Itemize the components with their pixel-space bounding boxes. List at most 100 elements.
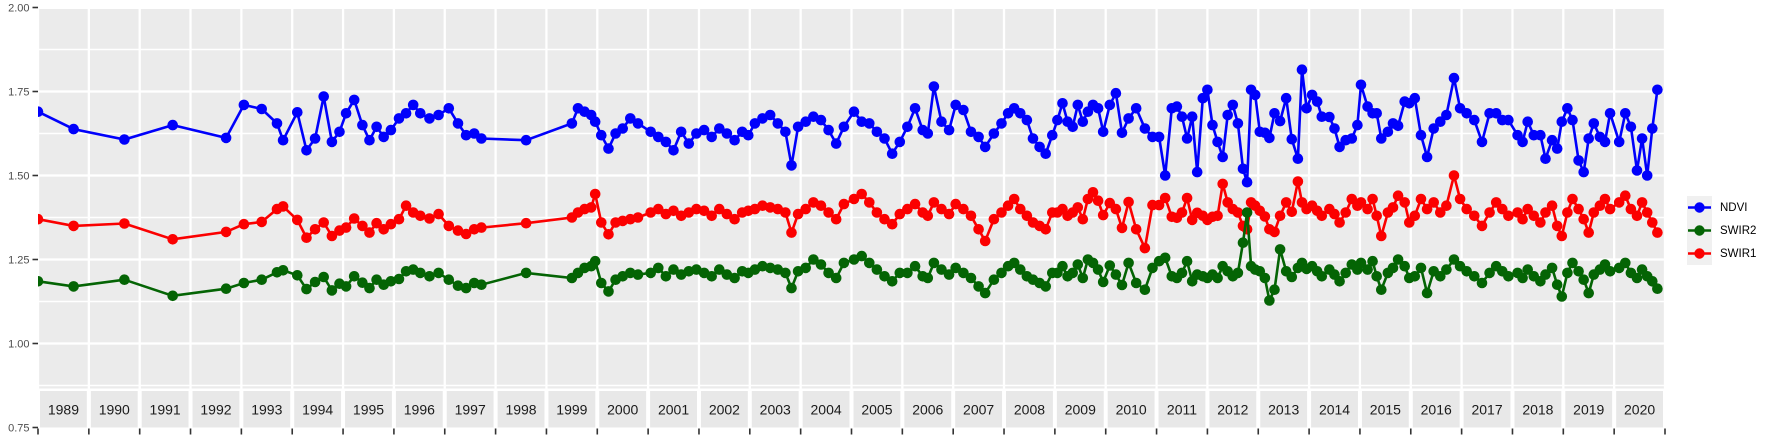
data-point-swir2 [119,274,130,286]
data-point-ndvi [1034,141,1045,153]
data-point-swir2 [385,276,397,287]
data-point-ndvi [1139,123,1151,134]
data-point-ndvi [1264,132,1275,144]
data-point-swir2 [256,274,268,286]
data-point-swir1 [936,203,947,215]
data-point-swir2 [1503,271,1514,282]
data-point-ndvi [1631,165,1643,176]
data-point-swir2 [1104,260,1116,271]
data-point-swir2 [1371,271,1382,282]
x-strip-box-1999 [548,391,596,428]
data-point-swir1 [815,200,827,211]
data-point-ndvi [979,141,991,153]
data-point-ndvi [415,108,426,119]
data-point-swir1 [1556,230,1568,242]
data-point-ndvi [1052,114,1063,126]
data-point-swir1 [1021,210,1033,222]
data-point-swir2 [653,262,664,274]
y-tick-label-0.75: 0.75 [8,423,29,435]
legend-entry-ndvi: NDVI [1687,196,1756,219]
data-point-swir1 [1573,203,1584,215]
data-point-swir2 [1556,291,1568,302]
data-point-swir1 [1362,203,1373,215]
data-point-swir1 [460,228,472,240]
data-point-swir2 [1551,279,1563,291]
data-point-swir1 [698,205,710,217]
data-point-ndvi [1625,121,1637,133]
data-point-ndvi [1517,136,1528,148]
data-point-swir1 [1613,197,1625,208]
data-point-swir1 [1139,242,1151,254]
data-point-swir2 [902,267,913,279]
data-point-swir2 [823,267,834,279]
data-point-swir1 [400,200,412,211]
data-point-swir2 [1092,264,1104,275]
data-point-swir2 [1123,257,1134,269]
data-point-swir1 [1002,200,1014,211]
data-point-ndvi [879,133,890,144]
data-point-swir2 [943,269,955,280]
data-point-ndvi [38,106,44,117]
data-point-swir2 [1116,279,1128,291]
data-point-ndvi [1641,170,1653,181]
legend-label-swir2: SWIR2 [1720,224,1757,237]
x-strip-label-2015: 2015 [1370,402,1401,418]
data-point-ndvi [1296,64,1308,75]
data-point-swir1 [965,210,977,222]
data-point-swir2 [1415,262,1427,274]
data-point-ndvi [698,124,710,136]
data-point-ndvi [668,145,679,156]
data-point-swir1 [800,203,811,215]
x-strip-box-2013 [1260,391,1308,428]
x-strip-label-2008: 2008 [1014,402,1045,418]
data-point-ndvi [1159,170,1171,181]
data-point-ndvi [780,126,791,138]
data-point-swir2 [1176,267,1188,279]
data-point-swir1 [371,217,382,229]
data-point-ndvi [1202,84,1213,96]
x-strip-box-1997 [446,391,494,428]
x-strip-box-2007 [955,391,1003,428]
legend-key-swir1 [1687,242,1712,265]
data-point-ndvi [645,126,656,138]
data-point-ndvi [936,116,947,127]
data-point-ndvi [714,123,725,134]
data-point-swir1 [326,230,338,242]
x-strip-box-2012 [1209,391,1257,428]
data-point-swir1 [864,197,875,208]
data-point-ndvi [1092,103,1104,114]
data-point-ndvi [1535,129,1546,141]
x-strip-box-1996 [395,391,443,428]
data-point-ndvi [1441,109,1452,121]
data-point-swir1 [632,212,644,223]
data-point-swir1 [596,217,607,228]
data-point-swir2 [1067,267,1078,279]
data-point-ndvi [1428,123,1439,134]
data-point-swir2 [1476,277,1488,289]
data-point-swir1 [1334,217,1345,228]
data-point-ndvi [1232,118,1244,129]
data-point-swir2 [780,267,791,279]
data-point-swir2 [1376,284,1387,296]
x-strip-box-2000 [599,391,647,428]
data-point-swir1 [603,229,614,240]
data-point-ndvi [1371,108,1382,119]
data-point-ndvi [271,118,283,129]
data-point-swir1 [1116,222,1128,234]
data-point-ndvi [871,126,883,138]
series-layer [38,64,1663,306]
data-point-swir1 [1092,195,1104,206]
data-point-swir1 [119,218,130,229]
data-point-swir1 [1476,220,1488,232]
data-point-ndvi [334,126,345,138]
data-point-ndvi [1191,166,1203,178]
data-point-ndvi [566,118,578,129]
data-point-ndvi [1212,136,1223,148]
x-strip-box-2018 [1514,391,1562,428]
data-point-ndvi [1171,101,1183,112]
data-point-ndvi [407,99,419,111]
legend-key-swir2 [1687,219,1712,242]
data-point-ndvi [424,113,435,124]
x-strip-box-2010 [1107,391,1155,428]
data-point-ndvi [1329,123,1340,134]
